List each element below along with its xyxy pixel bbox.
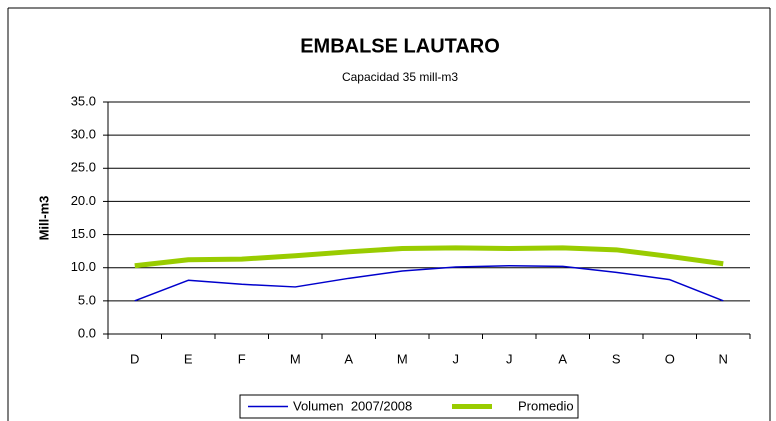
x-tick-label: E [184,351,193,366]
y-tick-label: 15.0 [71,226,96,241]
y-tick-label: 25.0 [71,160,96,175]
x-tick-label: D [130,351,139,366]
chart-title: EMBALSE LAUTARO [300,35,500,57]
x-tick-label: J [453,351,460,366]
x-tick-label: A [344,351,353,366]
x-tick-label: M [290,351,301,366]
x-tick-label: O [665,351,675,366]
y-tick-label: 10.0 [71,259,96,274]
legend [239,394,579,419]
x-tick-label: N [719,351,728,366]
y-tick-label: 20.0 [71,193,96,208]
x-tick-label: F [238,351,246,366]
x-tick-label: S [612,351,621,366]
y-tick-label: 5.0 [78,292,96,307]
y-tick-label: 35.0 [71,93,96,108]
y-tick-label: 0.0 [78,325,96,340]
series-line [134,264,724,302]
chart-subtitle: Capacidad 35 mill-m3 [342,70,458,84]
legend-label: Volumen 2007/2008 [293,398,412,413]
x-tick-label: A [558,351,567,366]
y-axis-label: Mill-m3 [36,196,51,241]
x-tick-label: M [397,351,408,366]
legend-label: Promedio [518,398,574,413]
series-line [134,245,724,269]
x-tick-label: J [506,351,513,366]
y-tick-label: 30.0 [71,127,96,142]
